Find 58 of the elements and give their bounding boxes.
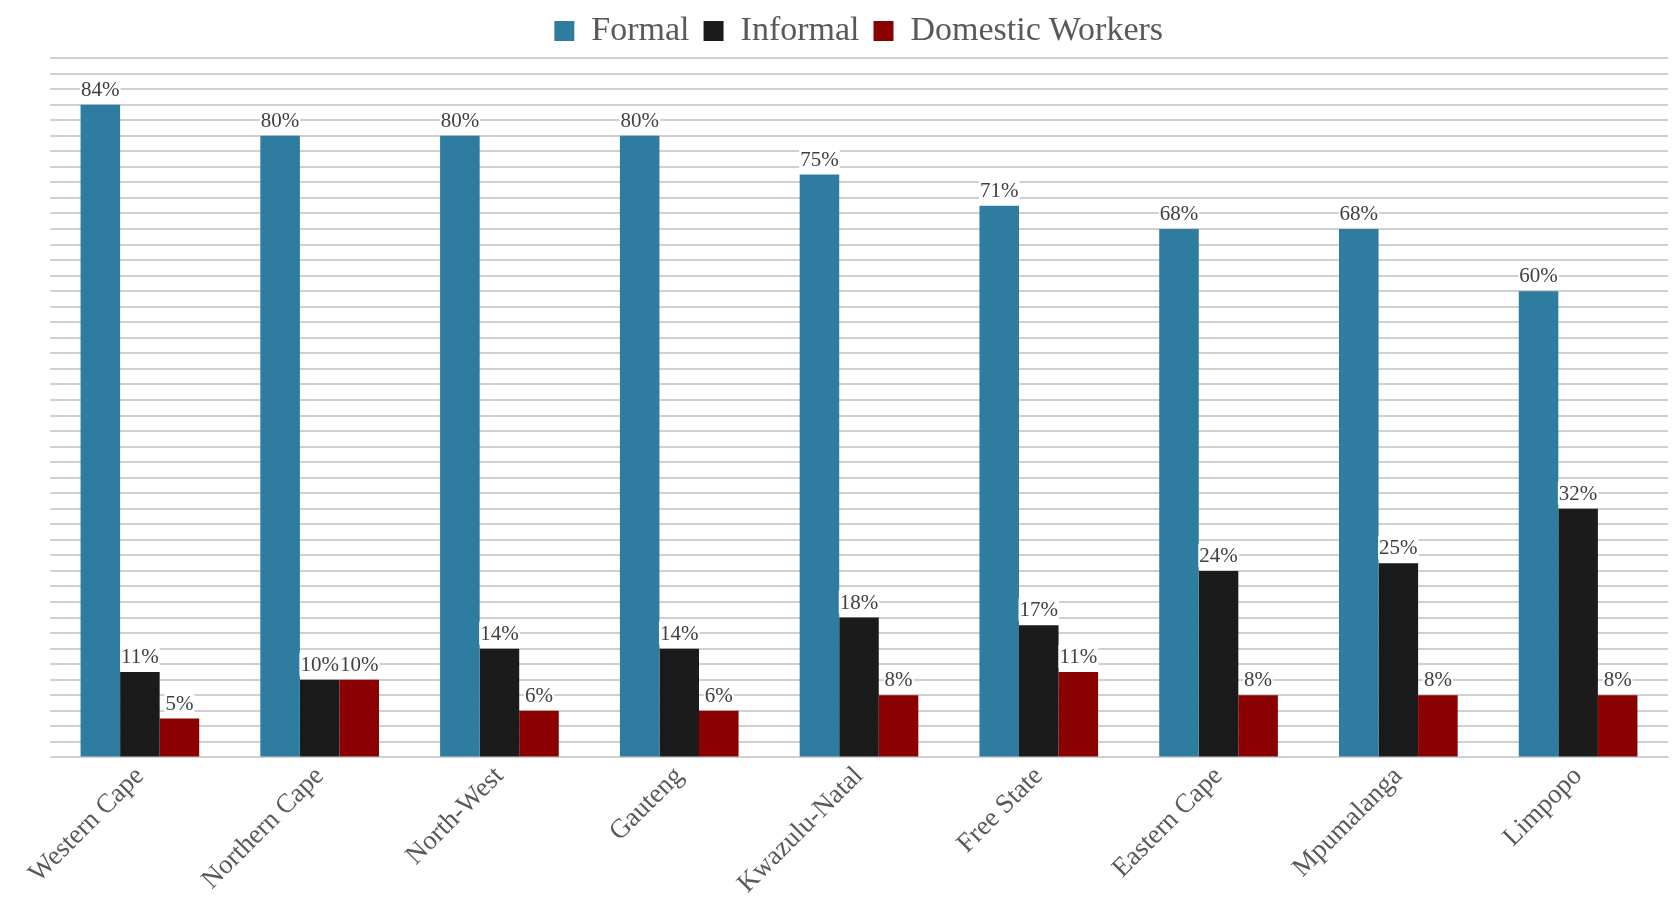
bar <box>519 710 559 757</box>
bar <box>260 135 300 757</box>
x-tick-label: Free State <box>949 759 1049 859</box>
bar <box>1159 228 1199 757</box>
data-label: 11% <box>121 643 159 668</box>
data-label: 8% <box>1244 667 1273 692</box>
data-label: 71% <box>979 177 1019 202</box>
bar <box>1378 563 1419 757</box>
data-label: 8% <box>884 667 913 692</box>
bar <box>1019 625 1059 757</box>
data-label: 75% <box>800 146 839 171</box>
bar <box>120 671 160 757</box>
bar <box>1058 671 1099 757</box>
data-label: 68% <box>1159 201 1199 225</box>
bar <box>1558 508 1598 757</box>
data-label: 14% <box>659 620 699 645</box>
data-label: 10% <box>339 651 379 676</box>
data-label: 11% <box>1059 643 1098 668</box>
data-label: 84% <box>81 76 120 101</box>
data-label: 6% <box>525 682 553 707</box>
bar <box>839 617 879 757</box>
bar <box>440 135 480 757</box>
data-label: 10% <box>300 651 339 676</box>
bar <box>619 135 660 757</box>
legend-label: Domestic Workers <box>910 9 1164 47</box>
data-label: 24% <box>1199 542 1238 567</box>
bar <box>1339 228 1379 757</box>
bar <box>878 695 919 757</box>
data-label: 60% <box>1519 263 1558 288</box>
bar <box>1198 570 1239 757</box>
bar <box>979 205 1019 757</box>
legend-label: Informal <box>740 9 860 47</box>
data-label: 14% <box>480 620 519 645</box>
data-label: 18% <box>839 589 879 614</box>
bar <box>1418 695 1458 757</box>
bar <box>1238 695 1278 757</box>
legend-label: Formal <box>591 9 690 47</box>
data-label: 32% <box>1558 480 1598 505</box>
bar <box>699 710 739 757</box>
bar <box>659 648 699 757</box>
data-label: 68% <box>1339 201 1379 225</box>
data-label: 6% <box>704 682 733 707</box>
data-label: 25% <box>1379 535 1418 560</box>
data-label: 17% <box>1019 597 1059 622</box>
bar <box>479 648 520 757</box>
bar <box>1597 695 1638 757</box>
data-label: 80% <box>440 107 480 132</box>
data-label: 5% <box>165 690 194 715</box>
bar <box>1518 291 1559 757</box>
bar <box>339 679 379 757</box>
bar <box>159 718 200 757</box>
data-label: 80% <box>260 107 300 132</box>
bar <box>299 679 340 757</box>
data-label: 8% <box>1423 667 1452 692</box>
data-label: 80% <box>620 107 659 132</box>
data-label: 8% <box>1603 667 1632 692</box>
bar <box>80 104 121 757</box>
bar <box>799 174 840 757</box>
